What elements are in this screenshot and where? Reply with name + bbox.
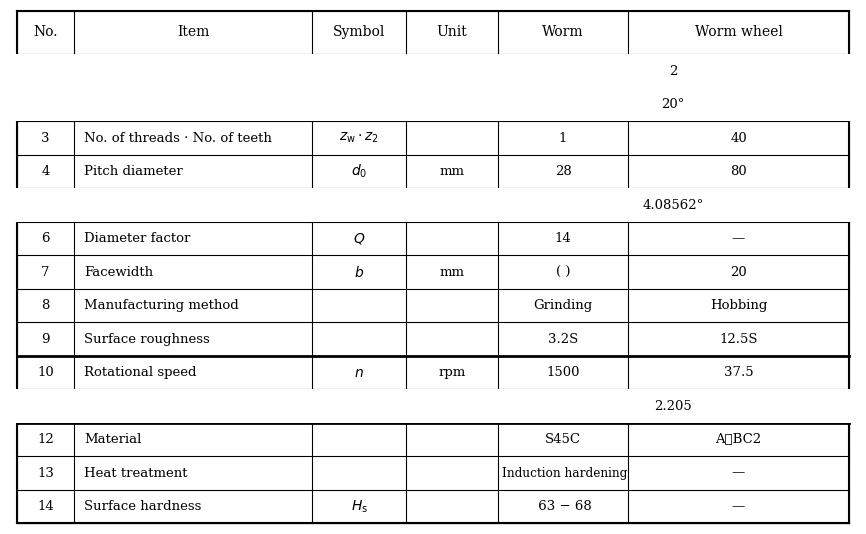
Text: Normal pressure angle: Normal pressure angle bbox=[84, 98, 239, 111]
Text: 9: 9 bbox=[42, 333, 50, 345]
Text: Reference cylinder lead angle: Reference cylinder lead angle bbox=[84, 199, 285, 211]
Text: $n$: $n$ bbox=[354, 366, 365, 380]
Text: Surface roughness: Surface roughness bbox=[84, 333, 210, 345]
Bar bbox=[0, 189, 866, 222]
Text: Rotational speed: Rotational speed bbox=[84, 366, 197, 379]
Text: mm: mm bbox=[440, 165, 465, 178]
Text: Unit: Unit bbox=[436, 26, 468, 40]
Text: —: — bbox=[732, 500, 745, 513]
Text: Worm wheel: Worm wheel bbox=[695, 26, 783, 40]
Text: Diameter factor: Diameter factor bbox=[84, 232, 191, 245]
Text: 28: 28 bbox=[555, 165, 572, 178]
Text: 12.5S: 12.5S bbox=[720, 333, 758, 345]
Text: 80: 80 bbox=[730, 165, 746, 178]
Text: 63 − 68: 63 − 68 bbox=[534, 500, 592, 513]
Text: $\alpha_\mathrm{n}$: $\alpha_\mathrm{n}$ bbox=[352, 97, 368, 112]
Text: 2: 2 bbox=[42, 98, 49, 111]
Text: 14: 14 bbox=[555, 232, 572, 245]
Text: Sliding speed: Sliding speed bbox=[84, 399, 175, 413]
Text: Axial module: Axial module bbox=[84, 65, 171, 77]
Text: $Q$: $Q$ bbox=[353, 231, 365, 246]
Text: rpm: rpm bbox=[438, 366, 466, 379]
Text: 8: 8 bbox=[42, 299, 49, 312]
Text: Degree: Degree bbox=[428, 199, 476, 211]
Text: ( ): ( ) bbox=[556, 265, 571, 279]
Bar bbox=[0, 54, 866, 88]
Text: Induction hardening: Induction hardening bbox=[502, 467, 628, 480]
Text: Symbol: Symbol bbox=[333, 26, 385, 40]
Text: $m_\mathrm{a}$: $m_\mathrm{a}$ bbox=[349, 64, 370, 78]
Text: 6: 6 bbox=[42, 232, 50, 245]
Text: 3.2S: 3.2S bbox=[548, 333, 578, 345]
Text: 10: 10 bbox=[37, 366, 54, 379]
Text: $z_\mathrm{w} \cdot z_\mathrm{2}$: $z_\mathrm{w} \cdot z_\mathrm{2}$ bbox=[339, 131, 379, 145]
Text: Heat treatment: Heat treatment bbox=[84, 467, 188, 480]
Text: Surface hardness: Surface hardness bbox=[84, 500, 202, 513]
Text: 1: 1 bbox=[42, 65, 49, 77]
Text: Hobbing: Hobbing bbox=[710, 299, 767, 312]
Text: Degree: Degree bbox=[428, 98, 476, 111]
Text: Item: Item bbox=[177, 26, 210, 40]
Text: Grinding: Grinding bbox=[533, 299, 592, 312]
Text: m/s: m/s bbox=[440, 399, 464, 413]
Text: Material: Material bbox=[84, 433, 142, 446]
Text: Worm: Worm bbox=[542, 26, 584, 40]
Text: Manufacturing method: Manufacturing method bbox=[84, 299, 239, 312]
Bar bbox=[625, 390, 632, 422]
Text: —: — bbox=[732, 232, 745, 245]
Text: 2.205: 2.205 bbox=[655, 399, 692, 413]
Text: 11: 11 bbox=[37, 399, 54, 413]
Bar bbox=[625, 189, 632, 221]
Text: 2: 2 bbox=[669, 65, 677, 77]
Text: No.: No. bbox=[33, 26, 58, 40]
Text: mm: mm bbox=[440, 265, 465, 279]
Text: 4: 4 bbox=[42, 165, 49, 178]
Text: 37.5: 37.5 bbox=[724, 366, 753, 379]
Bar bbox=[0, 88, 866, 121]
Text: Facewidth: Facewidth bbox=[84, 265, 153, 279]
Text: 1500: 1500 bbox=[546, 366, 580, 379]
Text: 14: 14 bbox=[37, 500, 54, 513]
Text: 4.08562°: 4.08562° bbox=[643, 199, 704, 211]
Text: —: — bbox=[732, 467, 745, 480]
Text: $b$: $b$ bbox=[354, 264, 365, 279]
Text: mm: mm bbox=[440, 65, 465, 77]
Text: 5: 5 bbox=[42, 199, 49, 211]
Text: 3: 3 bbox=[42, 131, 50, 145]
Text: $H_\mathrm{s}$: $H_\mathrm{s}$ bbox=[351, 498, 368, 515]
Text: $v_\mathrm{s}$: $v_\mathrm{s}$ bbox=[352, 399, 367, 413]
Text: $\gamma_0$: $\gamma_0$ bbox=[352, 198, 367, 213]
Bar bbox=[0, 389, 866, 423]
Text: Pitch diameter: Pitch diameter bbox=[84, 165, 183, 178]
Text: 20: 20 bbox=[730, 265, 746, 279]
Text: 1: 1 bbox=[559, 131, 567, 145]
Text: 20°: 20° bbox=[662, 98, 685, 111]
Text: No. of threads · No. of teeth: No. of threads · No. of teeth bbox=[84, 131, 272, 145]
Text: 13: 13 bbox=[37, 467, 54, 480]
Text: 12: 12 bbox=[37, 433, 54, 446]
Text: $d_0$: $d_0$ bbox=[352, 163, 367, 180]
Bar bbox=[625, 55, 632, 87]
Text: S45C: S45C bbox=[545, 433, 581, 446]
Text: 7: 7 bbox=[42, 265, 50, 279]
Text: AℓBC2: AℓBC2 bbox=[715, 433, 761, 446]
Bar bbox=[625, 88, 632, 121]
Text: 40: 40 bbox=[730, 131, 746, 145]
